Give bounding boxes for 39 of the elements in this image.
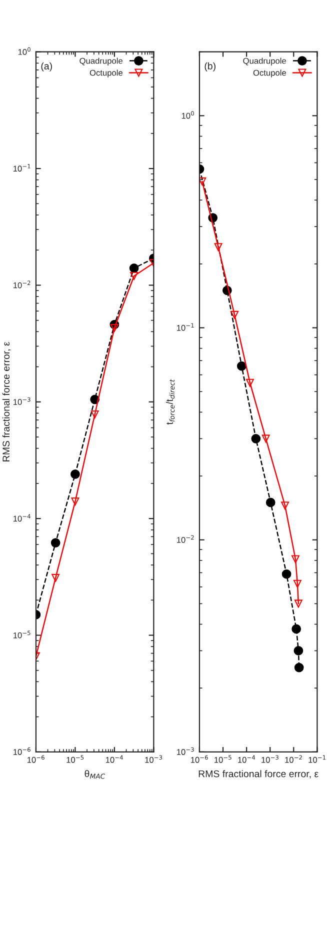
y-axis-title: RMS fractional force error, ε <box>2 342 11 462</box>
point <box>90 410 99 418</box>
point <box>52 574 60 582</box>
y-tick-label: 10$^{0}$ <box>18 47 30 55</box>
point <box>71 498 80 506</box>
x-tick-label: 10$^{−1}$ <box>308 755 326 763</box>
x-tick-label: 10$^{−5}$ <box>214 755 232 763</box>
point <box>50 538 60 548</box>
x-axis-title: RMS fractional force error, ε <box>198 770 318 778</box>
y-tick-label: 10$^{−1}$ <box>176 323 194 331</box>
x-tick-label: 10$^{−2}$ <box>285 755 302 763</box>
annotation: (b) <box>204 62 216 72</box>
x-tick-label: 10$^{−4}$ <box>238 755 256 763</box>
y-tick-label: 10$^{−1}$ <box>13 164 30 172</box>
x-tick-label: 10$^{−6}$ <box>190 755 208 763</box>
x-axis-title: θ$_{MAC}$ <box>84 770 106 779</box>
point <box>110 324 118 332</box>
y-tick-label: 10$^{−2}$ <box>13 280 30 288</box>
legend-label: Quadrupole <box>243 58 286 66</box>
y-axis-title: t$_{force}$/t$_{direct}$ <box>166 379 175 425</box>
annotation: (a) <box>41 62 52 72</box>
y-tick-label: 10$^{−3}$ <box>13 397 30 405</box>
legend-label: Quadrupole <box>80 58 122 66</box>
x-tick-label: 10$^{−3}$ <box>145 755 162 763</box>
x-tick-label: 10$^{−4}$ <box>106 755 123 763</box>
y-tick-label: 10$^{0}$ <box>182 111 194 119</box>
x-tick-label: 10$^{−3}$ <box>262 755 278 763</box>
y-tick-label: 10$^{−4}$ <box>13 514 30 522</box>
point <box>70 470 80 479</box>
legend-label: Octupole <box>253 70 286 78</box>
y-tick-label: 10$^{−2}$ <box>176 535 194 543</box>
x-tick-label: 10$^{−6}$ <box>27 755 44 763</box>
y-tick-label: 10$^{−5}$ <box>13 630 30 638</box>
y-tick-label: 10$^{−6}$ <box>13 747 30 755</box>
y-tick-label: 10$^{−3}$ <box>176 747 194 755</box>
point <box>129 263 139 273</box>
x-tick-label: 10$^{−5}$ <box>66 755 84 763</box>
point <box>130 272 138 280</box>
legend-label: Octupole <box>90 70 122 78</box>
